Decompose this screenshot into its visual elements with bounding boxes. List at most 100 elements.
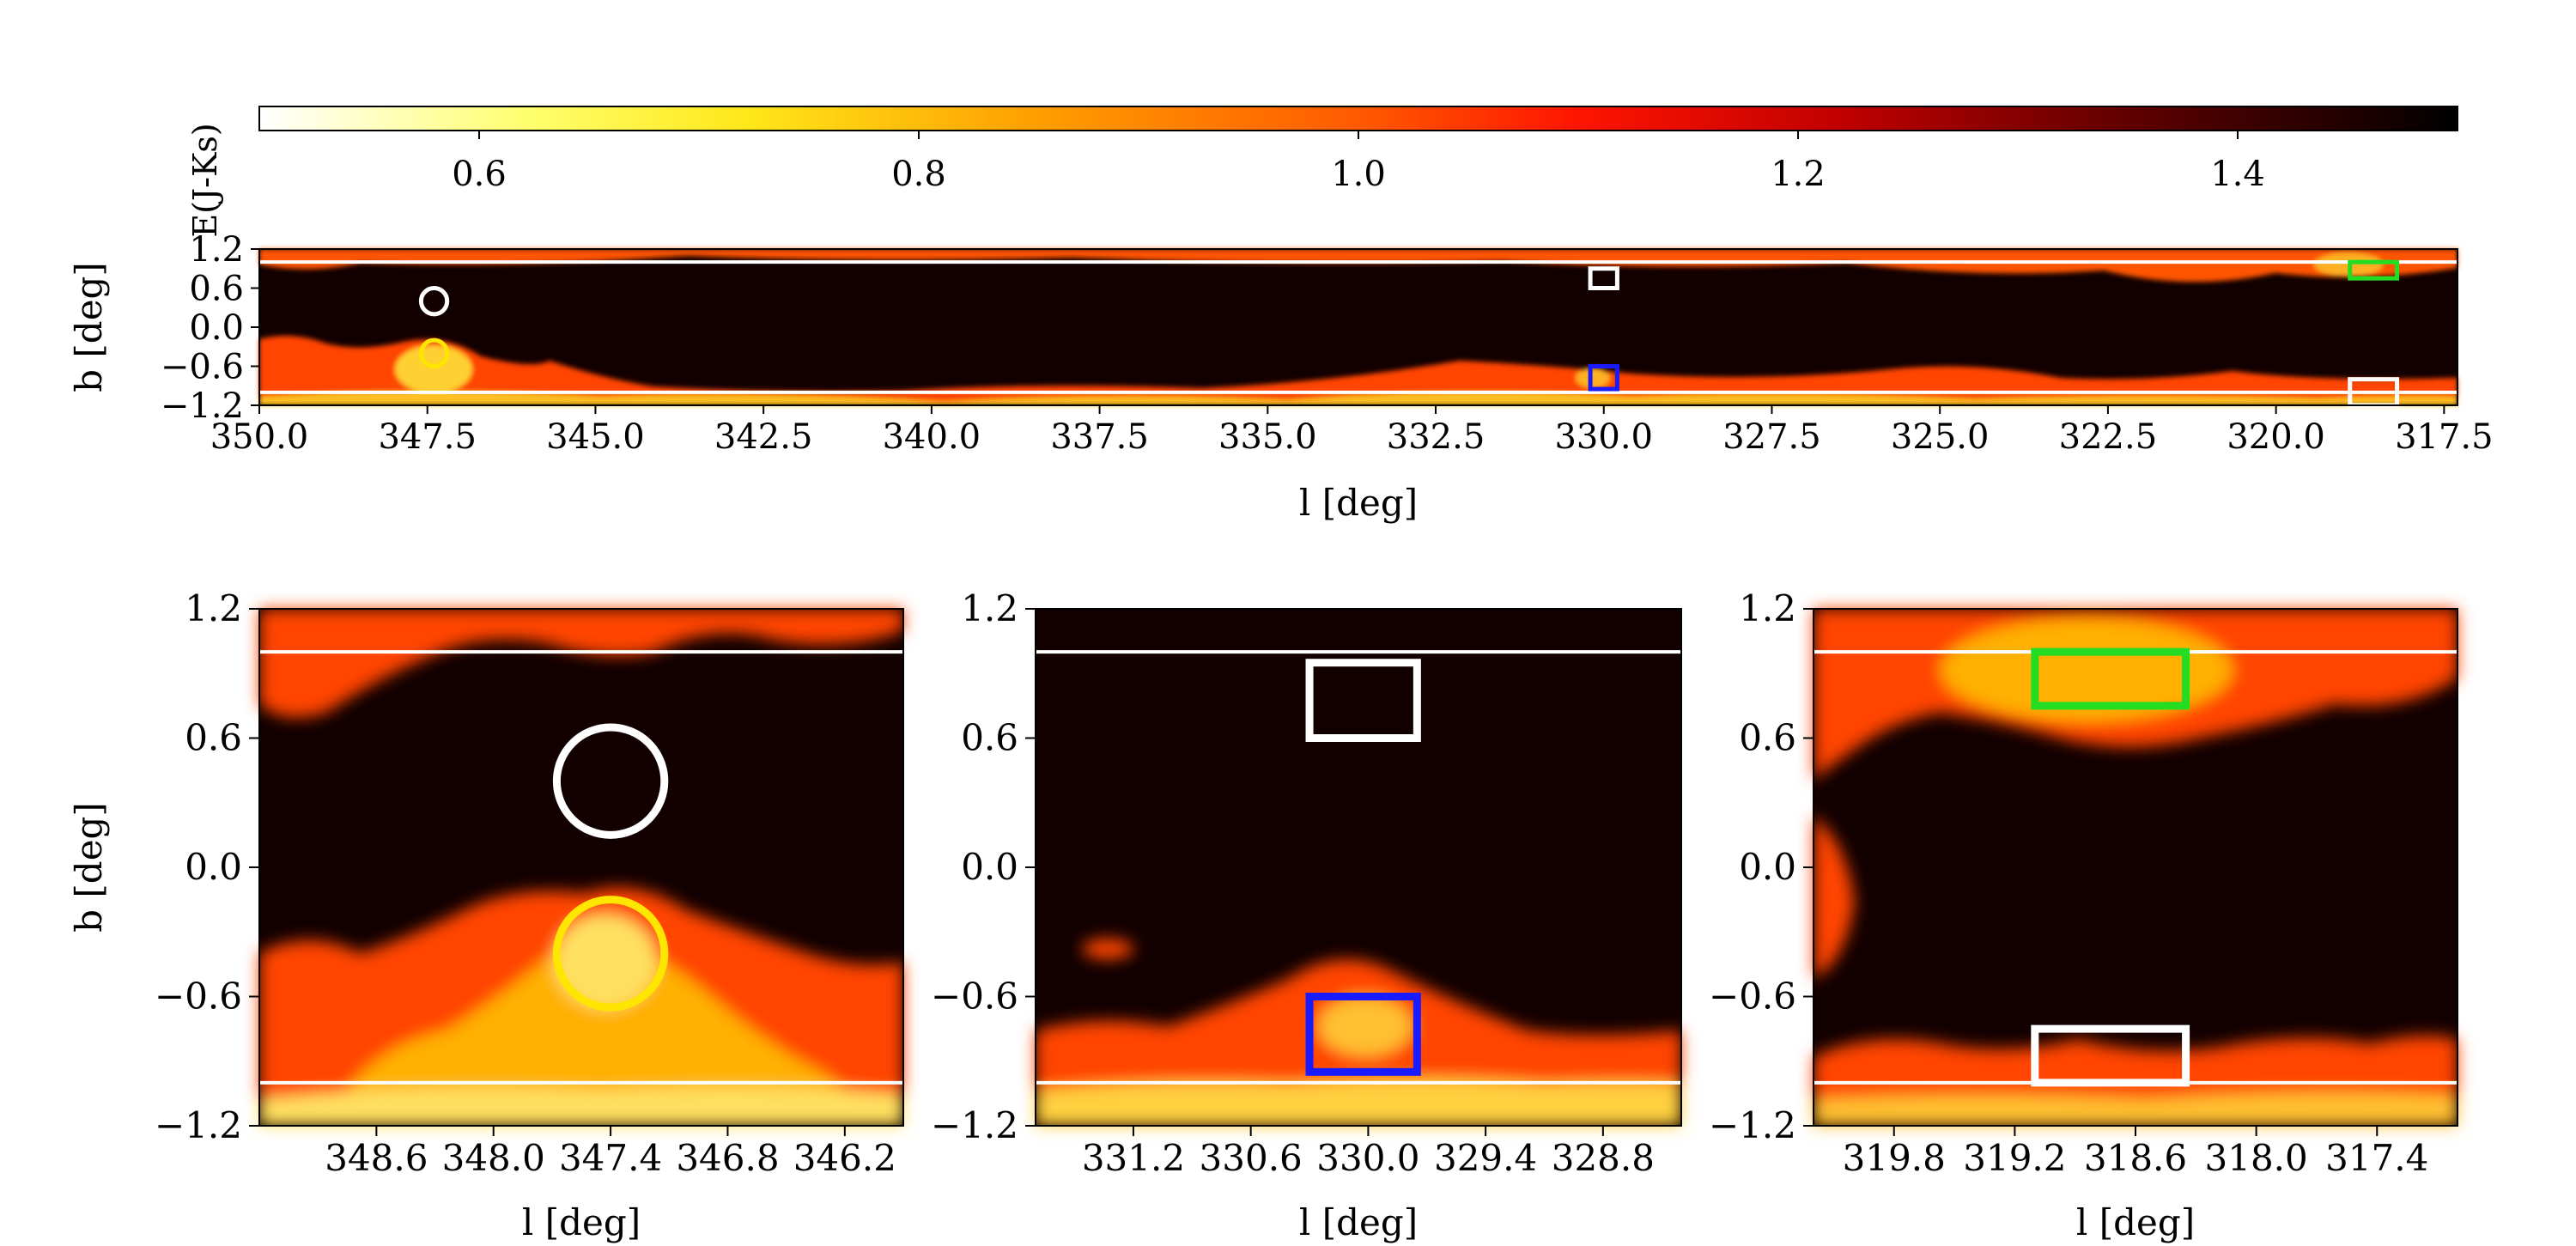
overview-x-tick-label: 337.5 (1050, 417, 1149, 457)
zoom318-left-cloud (1814, 816, 1855, 979)
zoom347-y-tick-label: 1.2 (185, 587, 242, 629)
zoom347-upper-cloud (259, 609, 903, 718)
overview-overlays (259, 259, 2458, 408)
overview-box-marker (2348, 259, 2400, 281)
zoom330-x-label: l [deg] (1299, 1201, 1418, 1243)
zoom318-overlays (1814, 647, 2458, 1087)
colorbar-tick-label: 0.8 (891, 155, 946, 194)
overview-x-tick-label: 335.0 (1218, 417, 1317, 457)
zoom330-x-tick-label: 331.2 (1082, 1137, 1185, 1179)
overview-circle-marker (418, 337, 450, 369)
colorbar-tick-label: 0.6 (452, 155, 507, 194)
overview-x-tick-label: 325.0 (1891, 417, 1990, 457)
zoom318-y-tick-label: 1.2 (1739, 587, 1796, 629)
zoom330-y-tick-label: 0.0 (961, 846, 1018, 888)
zoom347-y-ticks: 1.2 0.6 0.0 −0.6 −1.2 (155, 587, 259, 1146)
zoom318-bright-core (1941, 618, 2233, 721)
zoom347-y-tick-label: 0.6 (185, 717, 242, 759)
overview-x-tick-label: 350.0 (210, 417, 309, 457)
zoom330-y-tick-label: 1.2 (961, 587, 1018, 629)
overview-y-tick-label: 0.0 (189, 308, 244, 348)
zoom318-x-ticks: 319.8 319.2 318.6 318.0 317.4 (1843, 1126, 2428, 1179)
zoom347-bottom-band (259, 1087, 903, 1126)
overview-lower-core (259, 392, 2458, 405)
overview-upper-cloud (259, 249, 2458, 283)
colorbar-tick-label: 1.4 (2210, 155, 2265, 194)
zoom330-box-marker (1305, 659, 1421, 742)
zoom347-y-tick-label: −1.2 (155, 1104, 242, 1146)
zoom347-x-label: l [deg] (522, 1201, 641, 1243)
overview-y-label: b [deg] (68, 262, 110, 392)
overview-x-tick-label: 342.5 (714, 417, 813, 457)
zoom318-y-tick-label: −1.2 (1709, 1104, 1796, 1146)
overview-box-marker (1588, 364, 1619, 392)
zoom318-x-tick-label: 319.2 (1963, 1137, 2066, 1179)
zoom347-x-tick-label: 348.6 (325, 1137, 428, 1179)
zoom318-y-tick-label: 0.0 (1739, 846, 1796, 888)
zoom318-bright-band (1814, 1091, 2458, 1126)
zoom318-x-tick-label: 317.4 (2325, 1137, 2428, 1179)
zoom330-y-tick-label: 0.6 (961, 717, 1018, 759)
overview-x-tick-label: 332.5 (1387, 417, 1485, 457)
zoom347-x-tick-label: 348.0 (442, 1137, 545, 1179)
overview-x-tick-label: 330.0 (1554, 417, 1653, 457)
zoom330-y-ticks: 1.2 0.6 0.0 −0.6 −1.2 (931, 587, 1036, 1146)
zoom347-y-tick-label: 0.0 (185, 846, 242, 888)
zoom330-x-tick-label: 330.6 (1200, 1137, 1303, 1179)
zoom347-x-tick-label: 346.2 (793, 1137, 896, 1179)
zoom347-y-tick-label: −0.6 (155, 976, 242, 1018)
zoom330-knot (1082, 939, 1133, 959)
overview-x-tick-label: 340.0 (883, 417, 981, 457)
zoom318-y-tick-label: −0.6 (1709, 976, 1796, 1018)
colorbar-label: E(J-Ks) (186, 123, 224, 237)
zoom318-box-marker (2031, 647, 2190, 710)
zoom318-x-tick-label: 318.0 (2205, 1137, 2308, 1179)
overview-hotspot-330 (1576, 368, 1610, 388)
colorbar-tick-label: 1.0 (1331, 155, 1386, 194)
zoom347-circle-marker (552, 723, 669, 839)
zoom347-core (326, 927, 893, 1126)
overview-y-ticks: 1.20.60.0−0.6−1.2 (161, 230, 259, 426)
overview-x-tick-label: 345.0 (546, 417, 645, 457)
overview-hotspot-347 (395, 345, 472, 393)
colorbar-tick-label: 1.2 (1771, 155, 1826, 194)
overview-x-tick-label: 322.5 (2059, 417, 2158, 457)
zoom347-bright-core (554, 915, 657, 1009)
overview-x-ticks: 350.0 347.5 345.0 342.5 340.0 337.5 335.0 332.5… (210, 405, 2494, 457)
zoom330-bright-band (1036, 1079, 1681, 1126)
overview-y-tick-label: 1.2 (189, 230, 244, 270)
zoom330-x-tick-label: 330.0 (1316, 1137, 1419, 1179)
zoom318-y-tick-label: 0.6 (1739, 717, 1796, 759)
overview-y-tick-label: 0.6 (189, 270, 244, 309)
overview-circle-marker (418, 286, 450, 317)
overview-y-tick-label: −0.6 (161, 348, 244, 387)
zoom347-y-label: b [deg] (68, 802, 110, 933)
colorbar-ticks: 0.6 0.8 1.0 1.2 1.4 (452, 131, 2265, 194)
overview-panel: 350.0 347.5 345.0 342.5 340.0 337.5 335.0 332.5… (68, 230, 2494, 524)
colorbar-gradient (258, 106, 2458, 131)
zoom347-x-tick-label: 347.4 (559, 1137, 662, 1179)
colorbar: 0.6 0.8 1.0 1.2 1.4 E(J-Ks) (186, 106, 2458, 238)
zoom318-x-tick-label: 319.8 (1843, 1137, 1946, 1179)
zoom330-y-tick-label: −1.2 (931, 1104, 1018, 1146)
zoom347-circle-marker (552, 896, 669, 1012)
overview-x-tick-label: 327.5 (1722, 417, 1821, 457)
zoom330-x-tick-label: 329.4 (1434, 1137, 1537, 1179)
zoom318-x-label: l [deg] (2076, 1201, 2195, 1243)
zoom-panel-347: 348.6 348.0 347.4 346.8 346.2 1.2 0.6 0.0 −0.6 −… (68, 587, 904, 1243)
zoom347-x-tick-label: 346.8 (676, 1137, 779, 1179)
zoom330-x-tick-label: 328.8 (1552, 1137, 1655, 1179)
zoom330-x-ticks: 331.2 330.6 330.0 329.4 328.8 (1082, 1126, 1655, 1179)
zoom318-x-tick-label: 318.6 (2084, 1137, 2187, 1179)
zoom-panel-318: 319.8 319.2 318.6 318.0 317.4 1.2 0.6 0.0 −0.6 −… (1709, 587, 2458, 1243)
overview-box-marker (1588, 266, 1619, 290)
zoom-panel-330: 331.2 330.6 330.0 329.4 328.8 1.2 0.6 0.0 −0.6 −… (931, 587, 1682, 1243)
zoom347-overlays (259, 650, 903, 1085)
overview-y-tick-label: −1.2 (161, 386, 244, 426)
zoom318-box-marker (2031, 1024, 2190, 1087)
zoom330-overlays (1036, 650, 1681, 1085)
overview-x-tick-label: 347.5 (378, 417, 477, 457)
overview-cloud-layer (259, 249, 2458, 405)
zoom347-clouds (259, 609, 903, 1126)
